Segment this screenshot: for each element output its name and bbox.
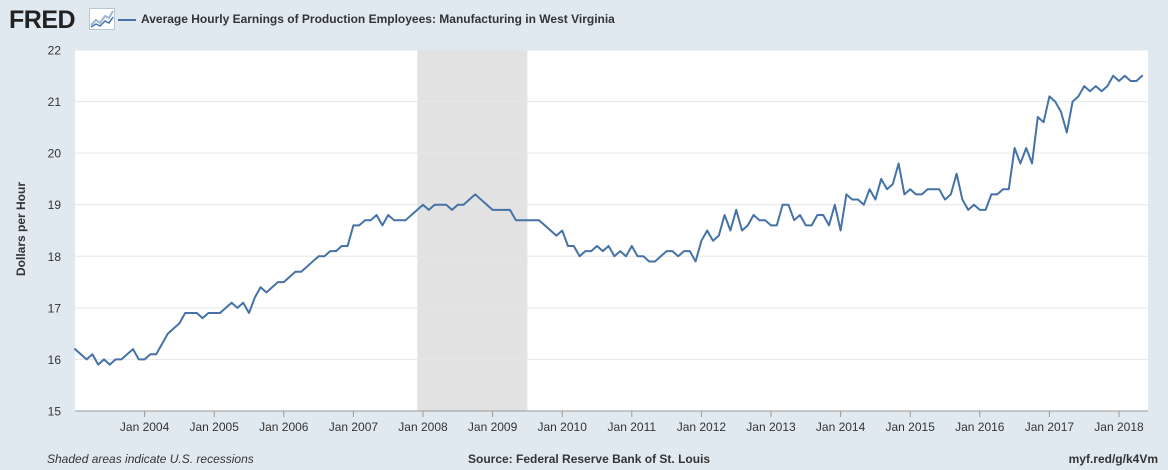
fred-logo-graph-icon bbox=[89, 8, 115, 30]
x-tick-label: Jan 2012 bbox=[677, 420, 727, 434]
x-tick-label: Jan 2009 bbox=[468, 420, 518, 434]
chart-header: FRED Average Hourly Earnings of Producti… bbox=[0, 0, 1168, 40]
x-tick-label: Jan 2011 bbox=[608, 420, 657, 434]
y-tick-label: 15 bbox=[48, 405, 62, 419]
x-tick-label: Jan 2008 bbox=[398, 420, 448, 434]
x-tick-label: Jan 2010 bbox=[538, 420, 588, 434]
x-tick-label: Jan 2007 bbox=[329, 420, 379, 434]
x-tick-label: Jan 2014 bbox=[816, 420, 866, 434]
source-credit: Source: Federal Reserve Bank of St. Loui… bbox=[468, 452, 711, 466]
recession-shading bbox=[417, 50, 528, 411]
series-line bbox=[74, 74, 1144, 366]
legend-line-swatch bbox=[118, 19, 136, 21]
y-axis-label: Dollars per Hour bbox=[14, 181, 28, 277]
y-tick-label: 19 bbox=[48, 198, 62, 212]
y-tick-label: 17 bbox=[48, 301, 62, 315]
x-tick-label: Jan 2016 bbox=[955, 420, 1005, 434]
y-tick-label: 22 bbox=[48, 44, 62, 58]
fred-logo[interactable]: FRED bbox=[9, 6, 76, 34]
x-tick-label: Jan 2004 bbox=[120, 420, 170, 434]
y-tick-label: 20 bbox=[48, 147, 62, 161]
x-tick-label: Jan 2018 bbox=[1094, 420, 1144, 434]
x-tick-label: Jan 2005 bbox=[190, 420, 240, 434]
y-tick-label: 18 bbox=[48, 250, 62, 264]
y-tick-label: 21 bbox=[48, 95, 62, 109]
x-tick-label: Jan 2013 bbox=[746, 420, 796, 434]
chart-title[interactable]: Average Hourly Earnings of Production Em… bbox=[141, 12, 615, 26]
plot-area bbox=[75, 50, 1148, 411]
x-tick-label: Jan 2017 bbox=[1025, 420, 1075, 434]
y-tick-label: 16 bbox=[48, 353, 62, 367]
short-url-link[interactable]: myf.red/g/k4Vm bbox=[1068, 452, 1158, 466]
recession-footnote: Shaded areas indicate U.S. recessions bbox=[47, 452, 254, 466]
x-tick-label: Jan 2006 bbox=[259, 420, 309, 434]
x-tick-label: Jan 2015 bbox=[886, 420, 936, 434]
